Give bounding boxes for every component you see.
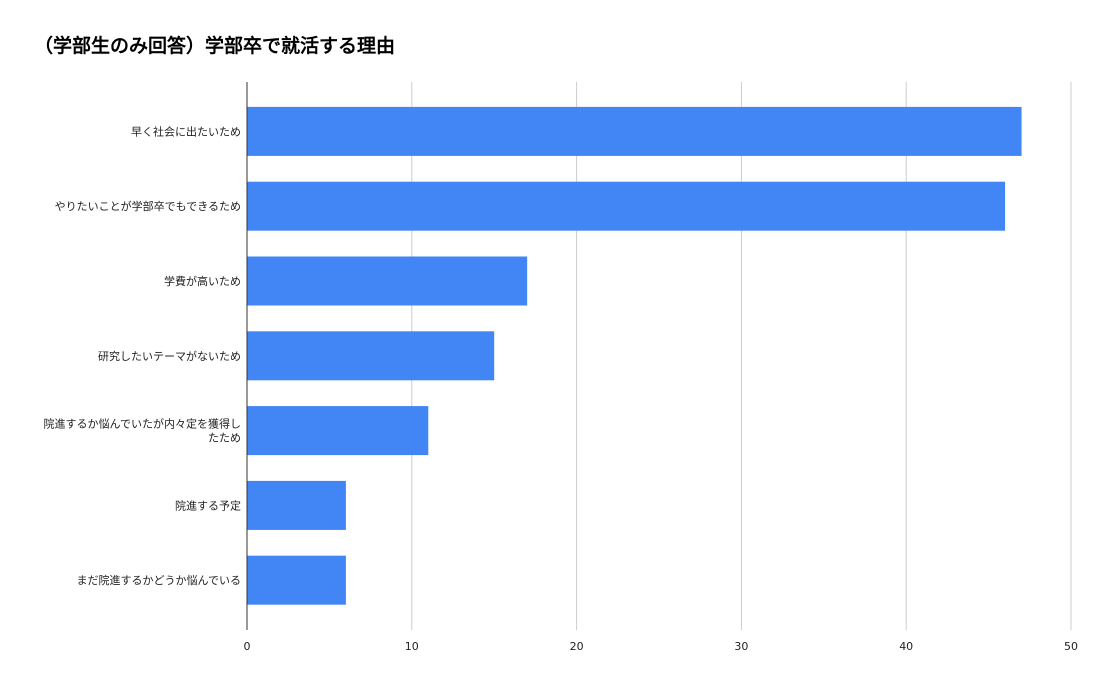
category-label-6: 院進する予定	[175, 498, 241, 512]
category-label-5: 院進するか悩んでいたが内々定を獲得したため	[44, 417, 241, 445]
bar-1	[247, 106, 1022, 156]
chart-title: （学部生のみ回答）学部卒で就活する理由	[34, 34, 395, 57]
category-label-1: 早く社会に出たいため	[131, 124, 241, 138]
bar-6	[247, 480, 346, 530]
bar-7	[247, 555, 346, 605]
category-labels: 早く社会に出たいためやりたいことが学部卒でもできるため学費が高いため研究したいテ…	[44, 124, 241, 587]
tick-label-10: 10	[405, 640, 419, 653]
category-label-4: 研究したいテーマがないため	[98, 349, 241, 363]
category-label-line: 早く社会に出たいため	[131, 124, 241, 138]
category-label-3: 学費が高いため	[164, 274, 241, 288]
tick-label-30: 30	[734, 640, 748, 653]
tick-label-20: 20	[570, 640, 584, 653]
bar-2	[247, 181, 1006, 231]
bar-5	[247, 406, 429, 456]
tick-label-0: 0	[244, 640, 251, 653]
category-label-line: 院進するか悩んでいたが内々定を獲得し	[44, 417, 241, 431]
category-label-2: やりたいことが学部卒でもできるため	[55, 199, 241, 213]
category-label-7: まだ院進するかどうか悩んでいる	[77, 573, 241, 587]
category-label-line: 院進する予定	[175, 498, 241, 512]
category-label-line: 研究したいテーマがないため	[98, 349, 241, 363]
category-label-line: たため	[208, 432, 241, 445]
grid-lines	[411, 82, 1072, 630]
category-label-line: やりたいことが学部卒でもできるため	[55, 199, 241, 213]
category-label-line: 学費が高いため	[164, 274, 241, 288]
bar-4	[247, 331, 495, 381]
category-label-line: まだ院進するかどうか悩んでいる	[77, 573, 241, 587]
bars	[247, 106, 1022, 605]
tick-label-50: 50	[1064, 640, 1078, 653]
bar-3	[247, 256, 528, 306]
tick-label-40: 40	[899, 640, 913, 653]
x-axis-ticks: 0 10 20 30 40 50	[244, 640, 1079, 653]
